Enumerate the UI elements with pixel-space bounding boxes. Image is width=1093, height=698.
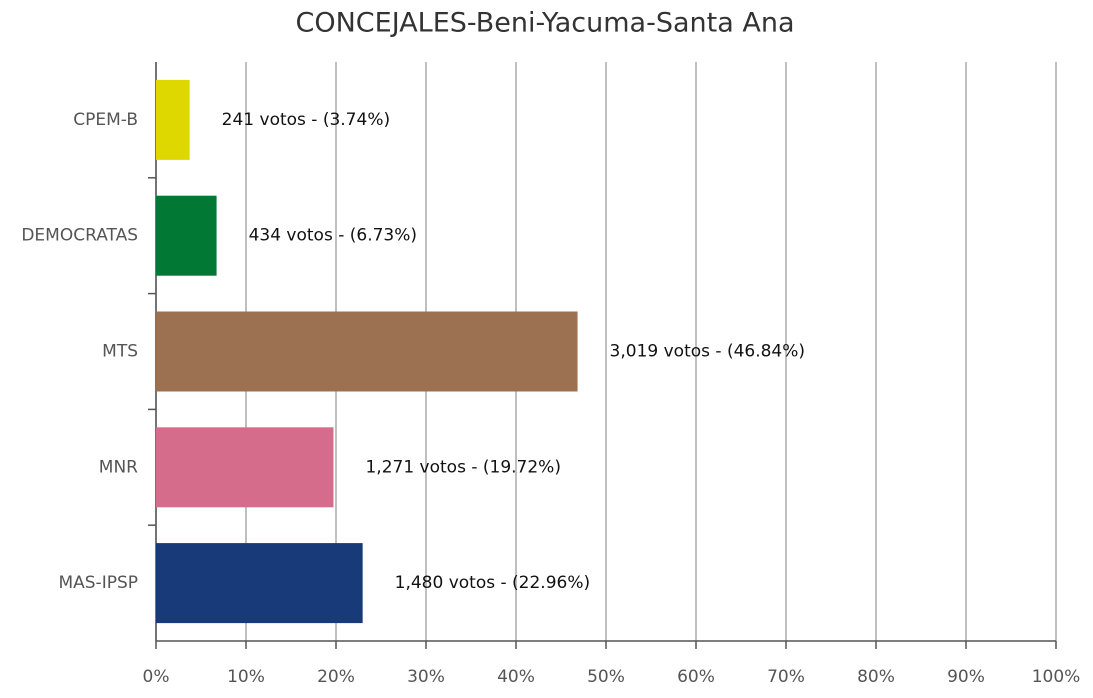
x-tick-label: 10%: [227, 667, 265, 687]
bar: [156, 427, 334, 508]
value-label: 3,019 votos - (46.84%): [610, 342, 805, 362]
x-tick-label: 60%: [677, 667, 715, 687]
bar: [156, 195, 217, 276]
bar: [156, 79, 190, 160]
x-tick-label: 0%: [143, 667, 170, 687]
x-tick-label: 30%: [407, 667, 445, 687]
y-tick-label: MAS-IPSP: [58, 573, 138, 593]
value-label: 1,480 votos - (22.96%): [395, 573, 590, 593]
x-tick-label: 40%: [497, 667, 535, 687]
value-label: 1,271 votos - (19.72%): [365, 457, 560, 477]
x-tick-label: 50%: [587, 667, 625, 687]
y-tick-label: MTS: [102, 342, 138, 362]
chart-title: CONCEJALES-Beni-Yacuma-Santa Ana: [296, 8, 795, 39]
x-tick-label: 90%: [947, 667, 985, 687]
x-tick-label: 80%: [857, 667, 895, 687]
y-tick-label: CPEM-B: [73, 110, 138, 130]
bar: [156, 543, 363, 624]
value-label: 434 votos - (6.73%): [249, 226, 417, 246]
bar: [156, 311, 578, 392]
y-tick-label: MNR: [99, 457, 138, 477]
x-tick-label: 20%: [317, 667, 355, 687]
y-tick-label: DEMOCRATAS: [21, 226, 138, 246]
x-tick-label: 70%: [767, 667, 805, 687]
x-tick-label: 100%: [1032, 667, 1081, 687]
value-label: 241 votos - (3.74%): [222, 110, 390, 130]
